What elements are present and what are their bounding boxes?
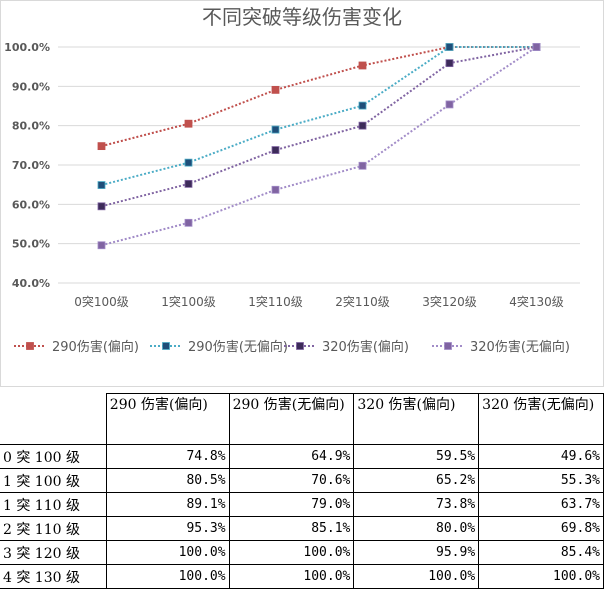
table-cell: 65.2% [353,468,480,493]
table-cell: 85.1% [228,516,355,541]
table-cell: 64.9% [228,444,355,469]
table-header-320-nobias: 320 伤害(无偏向) [478,393,604,445]
legend-marker [26,342,34,350]
table-row: 4 突 130 级 100.0% 100.0% 100.0% 100.0% [0,564,604,589]
table-cell: 100.0% [478,564,604,589]
x-tick-label: 2突110级 [335,294,390,309]
data-point [184,218,193,227]
table-cell: 85.4% [478,540,604,565]
table-cell: 100.0% [105,564,230,589]
y-tick-label: 100.0% [4,41,50,54]
table-row-label: 4 突 130 级 [0,564,107,589]
data-point [271,185,280,194]
table-header-290-nobias: 290 伤害(无偏向) [228,393,355,445]
table-cell: 100.0% [105,540,230,565]
data-point [445,43,454,51]
table-cell: 89.1% [105,492,230,517]
series-line [101,46,537,148]
y-tick-label: 70.0% [12,159,50,172]
data-point [184,158,193,167]
x-tick-label: 1突100级 [161,294,216,309]
table-cell: 55.3% [478,468,604,493]
data-point [97,142,106,151]
data-point [358,61,367,70]
table-cell: 80.0% [353,516,480,541]
series-line [101,46,537,187]
table-cell: 100.0% [228,540,355,565]
legend-marker [296,342,304,350]
series-line [101,46,538,247]
table-header-row: 290 伤害(偏向) 290 伤害(无偏向) 320 伤害(偏向) 320 伤害… [0,393,604,445]
table-cell: 100.0% [353,564,480,589]
x-tick-label: 1突110级 [248,294,303,309]
y-tick-label: 60.0% [12,198,50,211]
table-row-label: 1 突 110 级 [0,492,107,517]
data-table: 290 伤害(偏向) 290 伤害(无偏向) 320 伤害(偏向) 320 伤害… [0,393,604,589]
x-tick-label: 4突130级 [509,294,564,309]
data-point [358,121,367,130]
legend-marker [444,342,452,350]
data-point [358,101,367,110]
table-header-290-bias: 290 伤害(偏向) [105,393,230,445]
table-row: 1 突 100 级 80.5% 70.6% 65.2% 55.3% [0,468,604,493]
data-point [97,181,106,189]
table-cell: 100.0% [228,564,355,589]
chart-frame [0,0,604,387]
y-tick-label: 50.0% [12,238,50,251]
data-point [184,119,193,128]
table-header-320-bias: 320 伤害(偏向) [353,393,480,445]
data-point [184,179,193,188]
legend-label: 320伤害(偏向) [322,339,409,355]
y-tick-label: 40.0% [12,277,50,290]
table-corner-cell [0,393,107,445]
chart-title: 不同突破等级伤害变化 [202,5,402,29]
series-line [101,46,537,208]
table-cell: 69.8% [478,516,604,541]
chart-area: 不同突破等级伤害变化 40.0% 50.0% 60.0% 70.0% 80.0% 90.0%… [0,0,604,387]
y-tick-label: 80.0% [12,120,50,133]
legend-label: 320伤害(无偏向) [470,339,570,355]
data-point [271,125,280,134]
table-row-label: 1 突 100 级 [0,468,107,493]
table-row-label: 3 突 120 级 [0,540,107,565]
data-point [97,241,106,250]
table-row: 3 突 120 级 100.0% 100.0% 95.9% 85.4% [0,540,604,565]
x-tick-label: 0突100级 [74,294,129,309]
table-row: 0 突 100 级 74.8% 64.9% 59.5% 49.6% [0,444,604,469]
legend-label: 290伤害(偏向) [52,339,139,355]
table-cell: 63.7% [478,492,604,517]
table-cell: 59.5% [353,444,480,469]
table-row: 2 突 110 级 95.3% 85.1% 80.0% 69.8% [0,516,604,541]
x-tick-label: 3突120级 [422,294,477,309]
table-cell: 95.3% [105,516,230,541]
table-cell: 73.8% [353,492,480,517]
table-cell: 49.6% [478,444,604,469]
y-tick-label: 90.0% [12,80,50,93]
data-point [97,202,106,211]
line-chart: 不同突破等级伤害变化 40.0% 50.0% 60.0% 70.0% 80.0% 90.0%… [0,0,604,387]
table-cell: 80.5% [105,468,230,493]
data-point [271,146,280,154]
data-point [445,100,454,109]
data-point [532,43,541,51]
table-cell: 74.8% [105,444,230,469]
table-row-label: 0 突 100 级 [0,444,107,469]
table-cell: 95.9% [353,540,480,565]
table-row-label: 2 突 110 级 [0,516,107,541]
table-cell: 70.6% [228,468,355,493]
table-cell: 79.0% [228,492,355,517]
data-point [271,85,280,94]
legend-label: 290伤害(无偏向) [188,339,288,355]
data-point [358,161,367,170]
data-point [445,59,454,68]
legend-marker [162,342,170,350]
table-row: 1 突 110 级 89.1% 79.0% 73.8% 63.7% [0,492,604,517]
